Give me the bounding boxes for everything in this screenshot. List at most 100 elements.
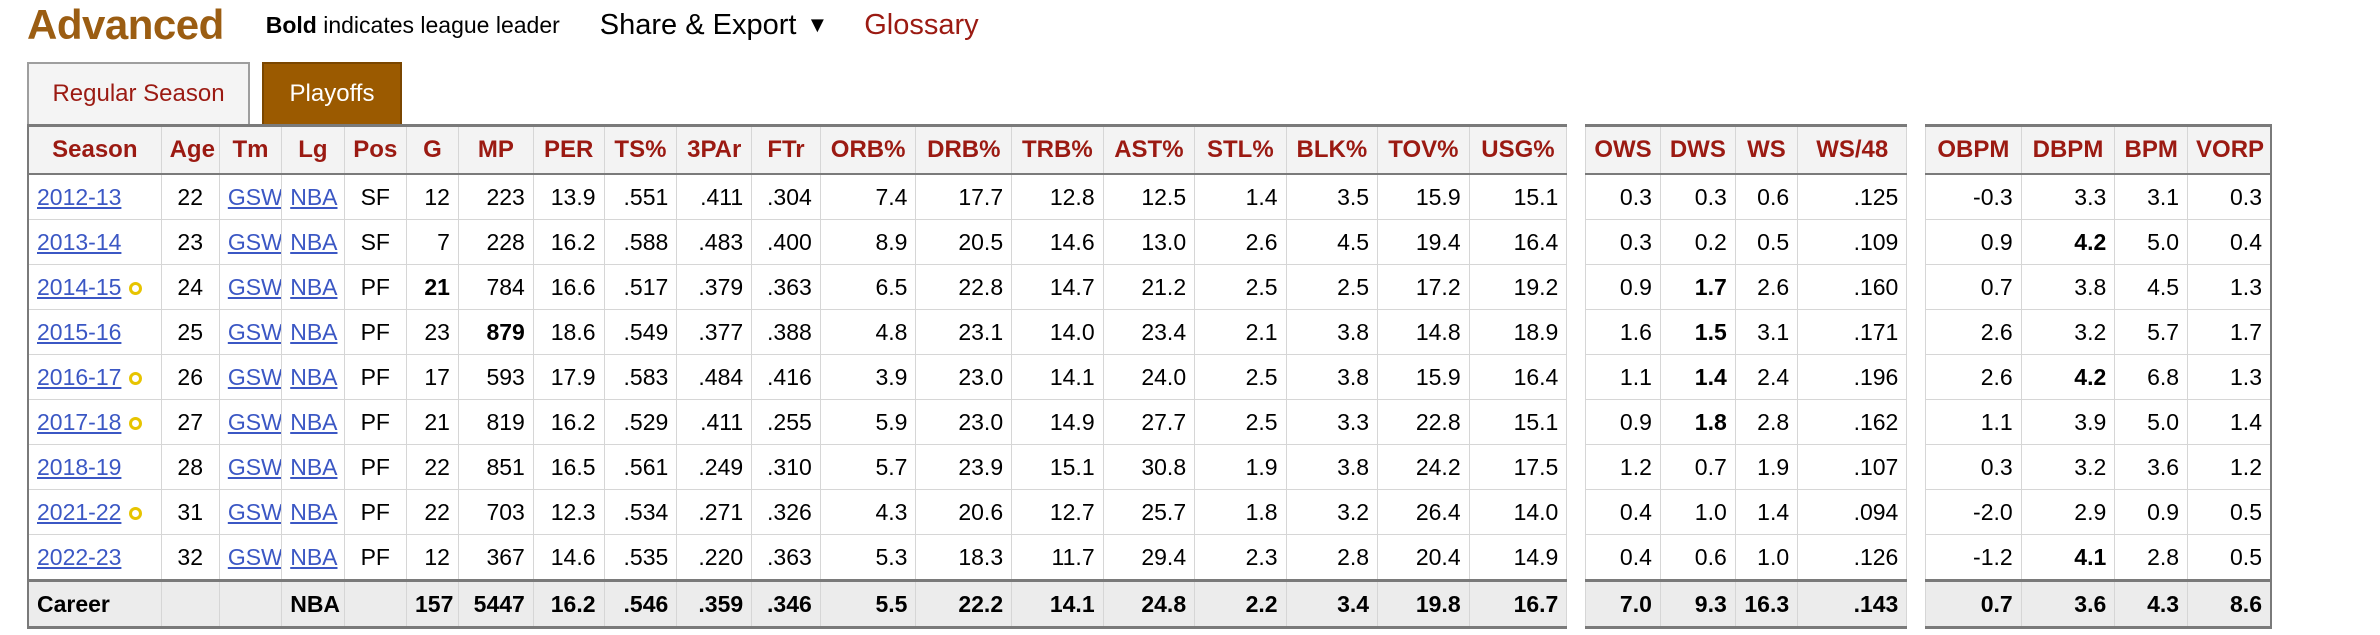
column-header[interactable]: DBPM <box>2020 124 2116 175</box>
award-ring-icon[interactable] <box>129 371 143 385</box>
stat-cell: .416 <box>751 354 821 400</box>
stat-cell: 11.7 <box>1011 534 1104 581</box>
column-header[interactable]: OBPM <box>1925 124 2022 175</box>
stat-cell: PF <box>343 309 407 355</box>
team-link[interactable]: GSW <box>227 543 282 570</box>
column-header[interactable]: PER <box>532 124 605 175</box>
stat-cell: 2.1 <box>1194 309 1287 355</box>
season-link[interactable]: 2012-13 <box>37 183 122 210</box>
league-link[interactable]: NBA <box>290 543 338 570</box>
stat-cell: 29.4 <box>1102 534 1196 581</box>
stat-cell: 3.3 <box>1285 399 1379 445</box>
stat-cell: 3.3 <box>2020 173 2116 220</box>
stat-cell: .549 <box>603 309 678 355</box>
column-header[interactable]: TS% <box>603 124 678 175</box>
column-header[interactable]: Lg <box>281 124 345 175</box>
season-link[interactable]: 2013-14 <box>37 228 122 255</box>
column-header[interactable]: DWS <box>1659 124 1736 175</box>
career-stat-cell: 24.8 <box>1102 579 1196 629</box>
column-header[interactable]: MP <box>457 124 534 175</box>
season-link[interactable]: 2021-22 <box>37 498 122 525</box>
team-link[interactable]: GSW <box>227 228 282 255</box>
stat-cell: .326 <box>751 489 821 535</box>
season-link[interactable]: 2018-19 <box>37 453 122 480</box>
column-header[interactable]: Pos <box>343 124 407 175</box>
season-cell: 2022-23 <box>27 534 162 581</box>
league-link[interactable]: NBA <box>290 363 338 390</box>
column-header[interactable]: Season <box>27 124 162 175</box>
column-header[interactable]: AST% <box>1102 124 1196 175</box>
stat-cell: 2.5 <box>1194 354 1287 400</box>
tab-bar: Regular Season Playoffs <box>27 62 402 124</box>
career-row: Career NBA 157 5447 16.2.546.359.346 5.5 22.2 1… <box>27 579 2272 629</box>
team-link[interactable]: GSW <box>227 183 282 210</box>
column-header[interactable]: DRB% <box>915 124 1013 175</box>
stat-cell: 23.4 <box>1102 309 1196 355</box>
column-header[interactable]: TRB% <box>1011 124 1104 175</box>
season-link[interactable]: 2015-16 <box>37 318 122 345</box>
league-link[interactable]: NBA <box>290 498 338 525</box>
column-header[interactable]: 3PAr <box>676 124 753 175</box>
team-link[interactable]: GSW <box>227 273 282 300</box>
column-header[interactable]: BLK% <box>1285 124 1379 175</box>
column-header[interactable]: ORB% <box>819 124 917 175</box>
league-link[interactable]: NBA <box>290 273 338 300</box>
stat-cell: .588 <box>603 219 678 265</box>
column-header[interactable]: G <box>405 124 459 175</box>
league-link[interactable]: NBA <box>290 318 338 345</box>
league-link[interactable]: NBA <box>290 453 338 480</box>
column-spacer <box>1566 399 1587 445</box>
season-link[interactable]: 2014-15 <box>37 273 122 300</box>
glossary-link[interactable]: Glossary <box>864 8 979 41</box>
column-header[interactable]: OWS <box>1585 124 1661 175</box>
stat-cell: 6.5 <box>819 264 917 310</box>
stat-cell: 16.2 <box>532 399 605 445</box>
season-link[interactable]: 2016-17 <box>37 363 122 390</box>
stat-cell: -0.3 <box>1925 173 2022 220</box>
share-export-menu[interactable]: Share & Export ▼ <box>600 9 828 42</box>
league-link[interactable]: NBA <box>290 228 338 255</box>
column-header[interactable]: Age <box>160 124 220 175</box>
season-link[interactable]: 2017-18 <box>37 408 122 435</box>
stat-cell: 5.0 <box>2114 219 2189 265</box>
column-header[interactable]: VORP <box>2187 124 2272 175</box>
column-header[interactable]: WS <box>1734 124 1799 175</box>
column-header[interactable]: TOV% <box>1377 124 1470 175</box>
column-spacer <box>1906 354 1927 400</box>
column-header[interactable]: Tm <box>218 124 283 175</box>
league-link[interactable]: NBA <box>290 183 338 210</box>
team-link[interactable]: GSW <box>227 363 282 390</box>
season-cell: 2017-18 <box>27 399 162 445</box>
stat-cell: 21 <box>405 264 459 310</box>
career-stat-cell: 7.0 <box>1585 579 1661 629</box>
stat-cell: 0.3 <box>1585 173 1661 220</box>
stat-cell: .220 <box>676 534 753 581</box>
award-ring-icon[interactable] <box>129 416 143 430</box>
stat-cell: 14.6 <box>1011 219 1104 265</box>
stat-cell: 1.0 <box>1734 534 1799 581</box>
column-header[interactable]: BPM <box>2114 124 2189 175</box>
team-link[interactable]: GSW <box>227 408 282 435</box>
stat-cell: 2.5 <box>1194 264 1287 310</box>
column-header[interactable]: FTr <box>751 124 821 175</box>
note-text: indicates league leader <box>316 11 560 38</box>
team-link[interactable]: GSW <box>227 318 282 345</box>
column-header[interactable]: STL% <box>1194 124 1287 175</box>
table-row: 2014-15 24 GSW NBA PF 21 784 16.6.517.379.363 6.… <box>27 264 2272 310</box>
tab-regular-season[interactable]: Regular Season <box>27 62 250 124</box>
stat-cell: 23 <box>160 219 220 265</box>
stat-cell: 5.9 <box>819 399 917 445</box>
season-link[interactable]: 2022-23 <box>37 543 122 570</box>
column-spacer <box>1566 309 1587 355</box>
award-ring-icon[interactable] <box>129 281 143 295</box>
stat-cell: 4.5 <box>1285 219 1379 265</box>
column-header[interactable]: WS/48 <box>1797 124 1908 175</box>
column-header[interactable]: USG% <box>1468 124 1568 175</box>
award-ring-icon[interactable] <box>129 506 143 520</box>
tab-playoffs[interactable]: Playoffs <box>262 62 402 124</box>
team-link[interactable]: GSW <box>227 498 282 525</box>
stat-cell: .535 <box>603 534 678 581</box>
league-link[interactable]: NBA <box>290 408 338 435</box>
stat-cell: 14.9 <box>1011 399 1104 445</box>
team-link[interactable]: GSW <box>227 453 282 480</box>
